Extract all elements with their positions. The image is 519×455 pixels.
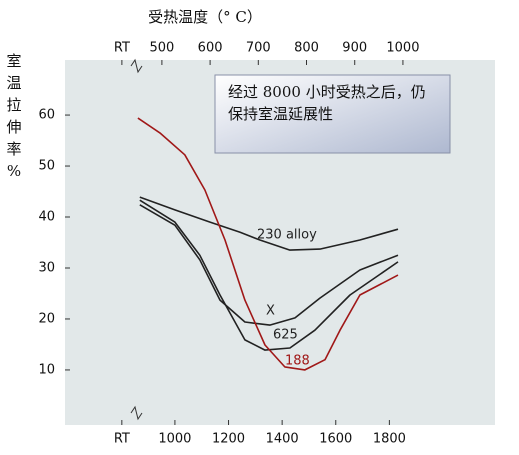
series-label: X — [266, 304, 275, 319]
axis-break — [130, 405, 143, 421]
annotation-text: 经过 8000 小时受热之后，仍 — [228, 83, 426, 101]
x2-tick-label: 600 — [198, 41, 223, 56]
x2-tick-label: RT — [114, 41, 130, 56]
x-tick-label: 1200 — [212, 432, 245, 447]
x-tick-label: 1000 — [158, 432, 191, 447]
y-axis-label: 温 — [6, 74, 21, 92]
y-tick-label: 60 — [38, 108, 55, 123]
annotation-box — [214, 74, 451, 154]
y-axis-label: % — [7, 162, 21, 180]
annotation-text: 保持室温延展性 — [228, 105, 333, 123]
y-axis-label: 拉 — [6, 96, 21, 114]
x-tick-label: 1400 — [266, 432, 299, 447]
x-tick-label: RT — [114, 432, 130, 447]
line-series — [139, 204, 399, 326]
line-series — [139, 196, 399, 251]
x2-tick-label: 700 — [246, 41, 271, 56]
y-tick-label: 20 — [38, 311, 55, 326]
x-tick-label: 1800 — [373, 432, 406, 447]
axis-break — [130, 58, 143, 74]
y-tick-label: 10 — [38, 362, 55, 377]
x-tick-label: 1600 — [319, 432, 352, 447]
y-tick-label: 40 — [38, 210, 55, 225]
y-tick-label: 50 — [38, 159, 55, 174]
chart-title: 受热温度（° C） — [148, 8, 262, 26]
x2-tick-label: 1000 — [386, 41, 419, 56]
series-label: 625 — [273, 328, 298, 343]
series-label: 188 — [285, 354, 310, 369]
y-tick-label: 30 — [38, 260, 55, 275]
x2-tick-label: 900 — [342, 41, 367, 56]
line-series — [137, 117, 399, 371]
series-label: 230 alloy — [257, 228, 317, 243]
x2-tick-label: 500 — [149, 41, 174, 56]
line-series — [139, 199, 399, 351]
y-axis-label: 室 — [6, 52, 21, 70]
y-axis-label: 伸 — [6, 118, 21, 136]
x2-tick-label: 800 — [294, 41, 319, 56]
y-axis-label: 率 — [6, 140, 21, 158]
